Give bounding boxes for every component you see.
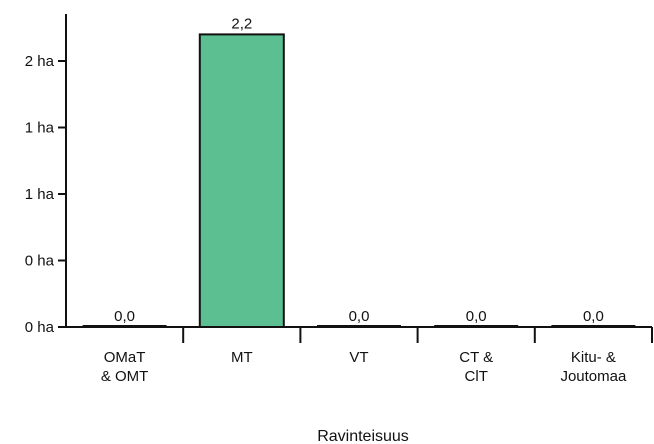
data-label: 0,0 xyxy=(583,308,604,325)
data-label: 0,0 xyxy=(349,308,370,325)
plot-area: 0 ha 0 ha 1 ha 1 ha 2 ha 0,0 OMaT & OMT 2,2 MT 0,0… xyxy=(25,14,653,385)
y-tick-label: 1 ha xyxy=(25,120,55,137)
category-label: MT xyxy=(231,349,253,366)
category-label: Joutomaa xyxy=(560,368,627,385)
category-label: CT & xyxy=(459,349,493,366)
data-label: 2,2 xyxy=(231,15,252,32)
category-label: Kitu- & xyxy=(571,349,616,366)
category-label: ClT xyxy=(465,368,488,385)
data-label: 0,0 xyxy=(114,308,135,325)
data-label: 0,0 xyxy=(466,308,487,325)
bar xyxy=(198,33,285,329)
category-label: & OMT xyxy=(101,368,149,385)
category-label: VT xyxy=(349,349,368,366)
y-tick-label: 0 ha xyxy=(25,319,55,336)
y-tick-label: 1 ha xyxy=(25,186,55,203)
y-tick-label: 2 ha xyxy=(25,53,55,70)
category-label: OMaT xyxy=(104,349,146,366)
x-axis-title: Ravinteisuus xyxy=(317,428,409,444)
y-tick-label: 0 ha xyxy=(25,253,55,270)
